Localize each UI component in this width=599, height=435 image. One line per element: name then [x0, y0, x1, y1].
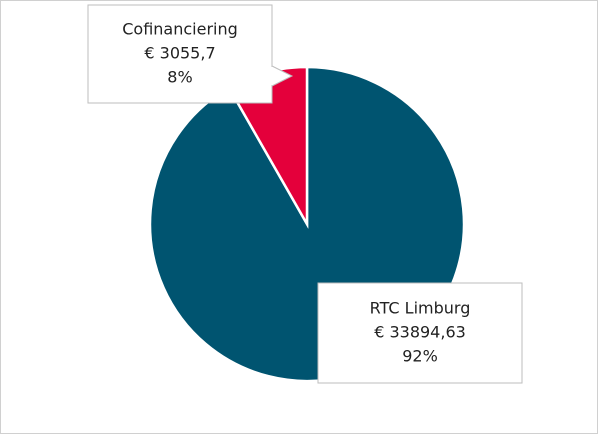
data-label-value: € 33894,63 [374, 323, 466, 342]
data-label-percent: 8% [167, 68, 192, 87]
data-label-category: RTC Limburg [370, 299, 471, 318]
data-label-percent: 92% [402, 347, 438, 366]
data-label-box [317, 282, 523, 384]
data-label-box [87, 4, 273, 104]
data-label-value: € 3055,7 [144, 44, 215, 63]
data-label-pointer [271, 65, 294, 87]
data-label-category: Cofinanciering [122, 20, 238, 39]
